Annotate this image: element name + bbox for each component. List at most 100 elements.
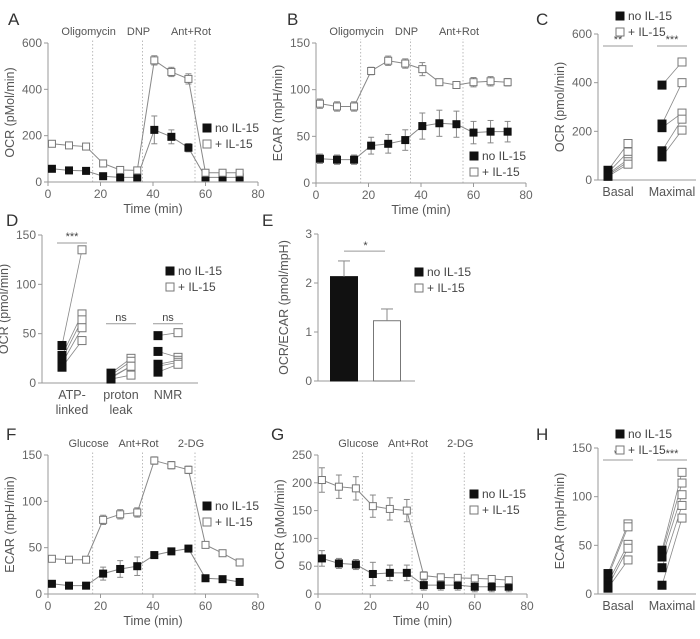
data-point [436,573,445,582]
y-tick-label: 3 [305,227,312,241]
data-point [486,77,495,86]
significance-label: *** [66,231,80,243]
data-point [419,581,428,590]
y-axis-label: OCR (pmol/min) [553,62,567,152]
legend-marker-no [414,267,424,277]
y-tick-label: 0 [29,376,36,390]
data-point [82,581,91,590]
y-tick-label: 100 [290,83,310,97]
data-point [167,547,176,556]
injection-label: Ant+Rot [439,26,479,38]
y-tick-label: 0 [585,173,592,187]
y-tick-label: 150 [22,448,42,462]
data-point [184,544,193,553]
data-point-plus [623,555,633,565]
data-point [401,136,410,145]
series-line [51,548,240,587]
x-tick-label: 20 [364,599,378,613]
data-point [402,568,411,577]
data-point-plus [677,114,687,124]
data-point [470,582,479,591]
data-point [133,562,142,571]
series-line [321,479,509,581]
y-axis-label: OCR (pMol/min) [273,479,287,569]
panel-e: E 0 1 2 3 OCR/ECAR (pmol/mpH) * no IL-15 + IL-15 [262,211,471,388]
data-point [82,142,91,151]
data-point-plus [677,57,687,67]
injection-label: Glucose [68,438,108,450]
data-point-plus [173,328,183,338]
data-point [47,579,56,588]
injection-label: Oligomycin [61,26,115,38]
data-point [184,143,193,152]
panel-f: F Glucose Ant+Rot 2-DG 0 20 40 60 80 Time (min) 0 5… [3,425,265,628]
data-point [504,582,513,591]
y-tick-label: 400 [572,76,592,90]
data-point [504,576,513,585]
x-tick-label: 20 [94,187,108,201]
data-point [486,127,495,136]
significance-label: *** [666,34,680,46]
data-point [436,581,445,590]
legend-marker-no [469,151,479,161]
data-point-plus [623,543,633,553]
x-tick-label: 80 [520,599,534,613]
x-tick-label: 0 [45,599,52,613]
legend-label-plus: + IL-15 [427,281,465,295]
data-point-plus [677,125,687,135]
data-point [167,461,176,470]
category-label: Maximal [649,185,696,199]
data-point-no [603,583,613,593]
data-point [201,574,210,583]
y-axis-label: ECAR (mpH/min) [553,473,567,570]
data-point [334,559,343,568]
injection-label: Ant+Rot [388,438,428,450]
y-tick-label: 0 [35,587,42,601]
y-tick-label: 150 [290,36,310,50]
category-maximal: *** Maximal [649,448,696,613]
injection-label: 2-DG [178,438,204,450]
data-point-plus [77,245,87,255]
category-atp-linked: *** ATP-linked [56,231,89,417]
data-point [418,65,427,74]
data-point [317,476,326,485]
legend-label-no: no IL-15 [628,427,672,441]
x-tick-label: 20 [362,188,376,202]
data-point [470,574,479,583]
data-point-plus [677,478,687,488]
data-point [150,456,159,465]
legend-label-no: no IL-15 [215,499,259,513]
data-point-plus [623,159,633,169]
pair-line [661,118,683,152]
injection-label: Oligomycin [329,26,383,38]
data-point [334,482,343,491]
y-tick-label: 0 [303,176,310,190]
data-point [167,67,176,76]
legend-label-no: no IL-15 [178,264,222,278]
data-point-no [106,374,116,384]
data-point [503,78,512,87]
category-label: Basal [602,599,633,613]
data-point-no [153,331,163,341]
data-point-no [657,123,667,133]
y-tick-label: 200 [292,476,312,490]
significance-label: ** [614,34,623,46]
data-point [201,540,210,549]
data-point [133,173,142,182]
y-tick-label: 600 [572,27,592,41]
bar-plus-il15 [373,320,401,382]
significance-label: ns [162,312,174,324]
legend-label-no: no IL-15 [482,149,526,163]
injection-label: Ant+Rot [118,438,158,450]
legend-marker-plus [202,517,212,527]
data-point [99,515,108,524]
data-point-plus [77,323,87,333]
series-plus-il15 [47,55,244,177]
data-point [351,560,360,569]
panel-b: B Oligomycin DNP Ant+Rot 0 20 40 60 80 Time (min)… [271,10,533,217]
data-point [350,155,359,164]
x-axis-label: Time (min) [393,614,452,628]
data-point [435,119,444,128]
data-point [82,555,91,564]
